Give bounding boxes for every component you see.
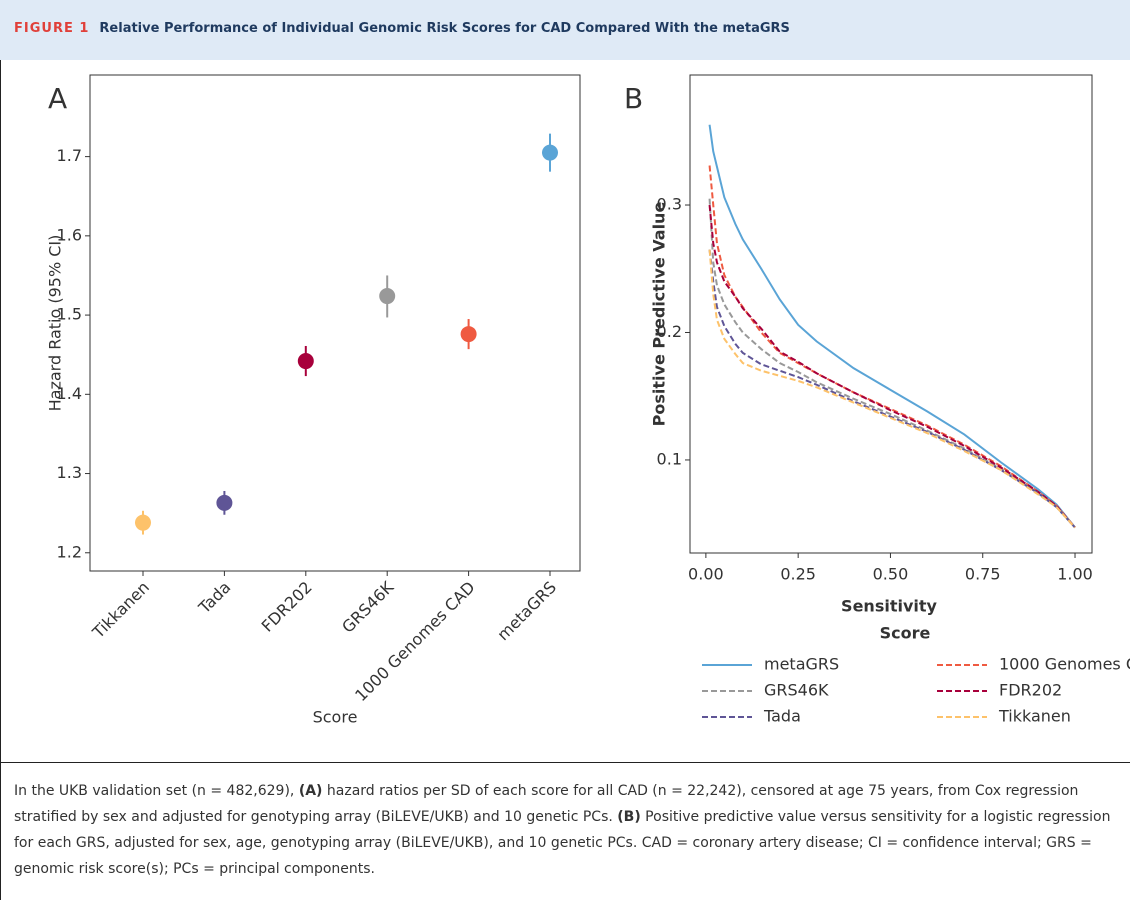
x-axis-label: Sensitivity bbox=[841, 597, 937, 616]
point bbox=[379, 288, 396, 305]
line bbox=[708, 204, 1076, 529]
y-tick-label: 0.3 bbox=[657, 195, 682, 214]
y-tick-label: 1.2 bbox=[57, 542, 82, 561]
figure-label: FIGURE 1 bbox=[14, 21, 90, 36]
figure-header: FIGURE 1 Relative Performance of Individu… bbox=[0, 0, 1130, 60]
x-tick-label: 0.50 bbox=[873, 565, 909, 584]
point bbox=[216, 494, 233, 511]
plot-frame bbox=[89, 74, 581, 572]
x-tick-label: GRS46K bbox=[338, 577, 397, 636]
caption: In the UKB validation set (n = 482,629),… bbox=[14, 778, 1114, 882]
caption-text: In the UKB validation set (n = 482,629), bbox=[14, 783, 299, 799]
x-tick-label: Tada bbox=[194, 578, 234, 618]
panel-label: A bbox=[48, 82, 67, 115]
y-tick-label: 0.1 bbox=[657, 449, 682, 468]
panel-label: B bbox=[624, 82, 643, 115]
x-tick-label: 0.25 bbox=[780, 565, 816, 584]
point bbox=[135, 514, 151, 531]
caption-text: hazard ratios per SD of each score for a… bbox=[14, 783, 1079, 825]
x-tick-label: metaGRS bbox=[493, 578, 560, 645]
line bbox=[708, 165, 1076, 529]
legend-label: Tada bbox=[763, 707, 801, 726]
point bbox=[542, 144, 558, 161]
figure-frame bbox=[0, 60, 1130, 900]
x-tick-label: Tikkanen bbox=[88, 578, 153, 643]
line bbox=[708, 249, 1076, 529]
x-tick-label: 1.00 bbox=[1057, 565, 1093, 584]
y-tick-label: 1.4 bbox=[57, 384, 82, 403]
figure-title: Relative Performance of Individual Genom… bbox=[99, 21, 790, 36]
y-axis-label: Positive Predictive Value bbox=[650, 202, 669, 427]
charts: A 1.2 1.3 1.4 1.5 1.6 1.7 Tikkanen Tada FDR202 GRS… bbox=[46, 74, 1130, 727]
point bbox=[297, 353, 314, 370]
legend-label: GRS46K bbox=[764, 681, 829, 700]
x-tick-label: 0.00 bbox=[688, 565, 724, 584]
y-tick-label: 0.2 bbox=[657, 322, 682, 341]
line bbox=[708, 249, 1076, 529]
separator bbox=[0, 762, 1130, 763]
legend-label: Tikkanen bbox=[998, 707, 1071, 726]
y-axis-label: Hazard Ratio (95% CI) bbox=[46, 235, 65, 412]
x-tick-label: FDR202 bbox=[258, 578, 316, 636]
legend-label: metaGRS bbox=[764, 655, 839, 674]
plot-frame bbox=[689, 74, 1093, 554]
point bbox=[460, 326, 477, 343]
y-tick-label: 1.3 bbox=[57, 463, 82, 482]
legend-title: Score bbox=[880, 624, 931, 643]
y-tick-label: 1.6 bbox=[57, 225, 82, 244]
caption-text: Positive predictive value versus sensiti… bbox=[14, 809, 1111, 877]
line bbox=[708, 198, 1076, 529]
line bbox=[708, 124, 1076, 529]
y-tick-label: 1.5 bbox=[57, 305, 82, 324]
legend-label: 1000 Genomes CAD bbox=[999, 655, 1130, 674]
y-tick-label: 1.7 bbox=[57, 146, 82, 165]
legend-label: FDR202 bbox=[999, 681, 1062, 700]
x-tick-label: 0.75 bbox=[965, 565, 1001, 584]
caption-bold: (A) bbox=[298, 783, 323, 799]
caption-bold: (B) bbox=[617, 809, 641, 825]
x-axis-label: Score bbox=[313, 708, 358, 727]
